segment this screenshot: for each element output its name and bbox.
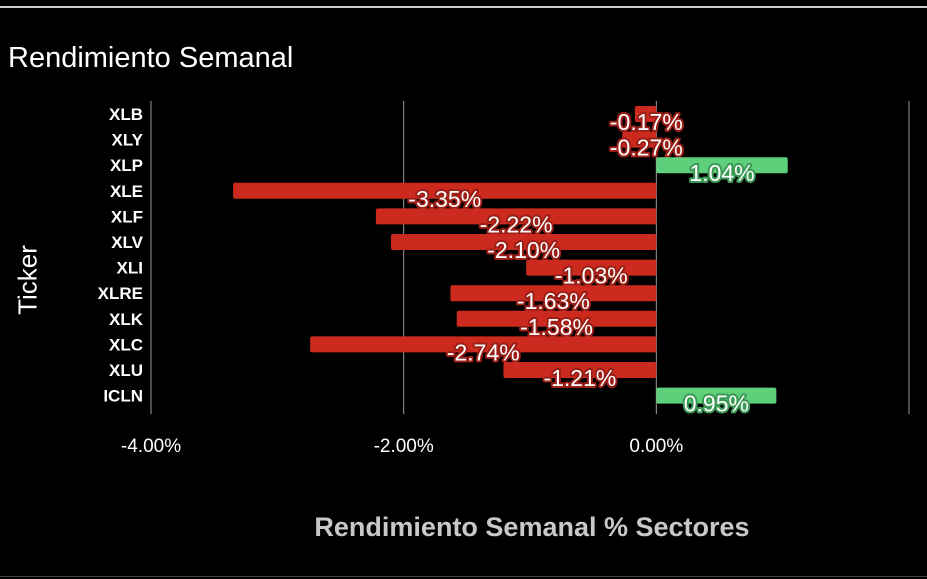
data-label-xly: -0.27% [610, 135, 683, 161]
data-label-xlv: -2.10% [487, 237, 560, 263]
bar-xle [233, 182, 657, 199]
chart-title: Rendimiento Semanal [8, 42, 294, 74]
data-label-xlre: -1.63% [517, 288, 590, 314]
y-tick-label-xlk: XLK [109, 310, 144, 329]
y-tick-label-icln: ICLN [103, 387, 143, 406]
data-label-xlc: -2.74% [447, 339, 520, 365]
data-label-icln: 0.95% [684, 391, 749, 417]
x-tick-label-0: -4.00% [121, 436, 181, 457]
y-tick-label-xlf: XLF [111, 207, 143, 226]
data-label-xle: -3.35% [408, 186, 481, 212]
x-axis-label: Rendimiento Semanal % Sectores [314, 512, 750, 542]
bar-xlc [310, 336, 657, 353]
y-tick-label-xlre: XLRE [98, 284, 143, 303]
data-label-xlb: -0.17% [610, 109, 683, 135]
y-tick-label-xle: XLE [110, 182, 143, 201]
data-label-xlk: -1.58% [520, 314, 593, 340]
data-label-xlu: -1.21% [543, 365, 616, 391]
y-tick-label-xlb: XLB [109, 105, 143, 124]
bar-xlv [391, 234, 657, 250]
bar-xli [526, 259, 657, 276]
data-label-xli: -1.03% [555, 263, 628, 289]
bar-xlp [656, 157, 788, 174]
bar-icln [656, 387, 777, 404]
x-tick-label-2: 0.00% [629, 436, 683, 457]
y-tick-label-xlc: XLC [109, 335, 143, 354]
y-tick-label-xlp: XLP [110, 156, 143, 175]
top-rule [0, 6, 927, 8]
y-tick-label-xly: XLY [111, 131, 143, 150]
x-tick-label-1: -2.00% [374, 436, 434, 457]
y-tick-label-xli: XLI [117, 259, 143, 278]
bar-xly [622, 131, 657, 148]
bar-xlb [634, 106, 657, 122]
bar-xlk [456, 310, 657, 327]
bar-xlf [375, 208, 657, 225]
y-tick-label-xlv: XLV [111, 233, 143, 252]
data-label-xlf: -2.22% [480, 211, 553, 237]
bottom-rule [0, 576, 927, 577]
data-label-xlp: 1.04% [689, 160, 754, 186]
bar-xlre [450, 285, 657, 302]
bar-xlu [503, 362, 657, 378]
y-tick-label-xlu: XLU [109, 361, 143, 380]
